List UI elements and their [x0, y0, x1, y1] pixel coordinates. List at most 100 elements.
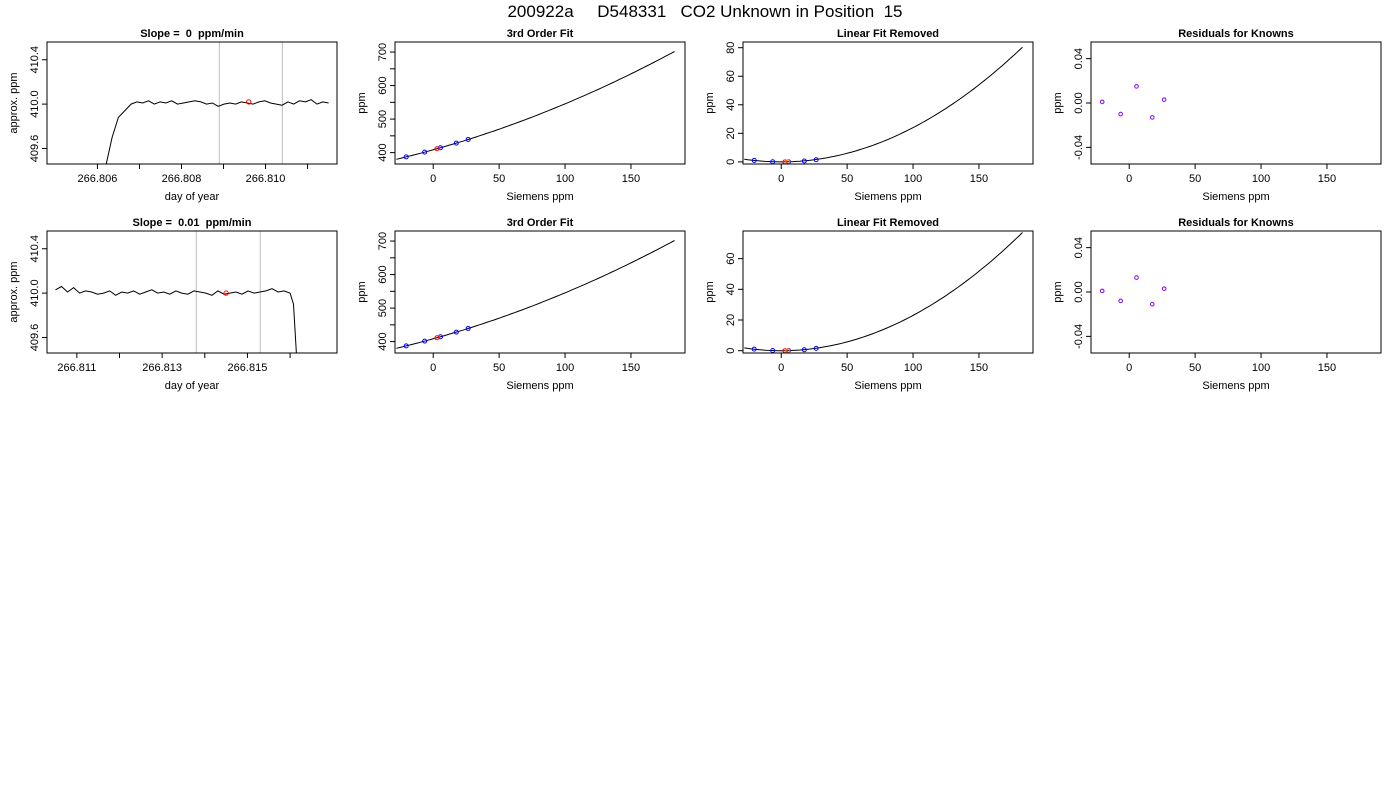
x-tick-label: 0 [430, 362, 436, 374]
plot-area [396, 240, 675, 349]
residual-point [1099, 288, 1105, 294]
x-axis-label: Siemens ppm [506, 191, 573, 203]
x-tick-label: 50 [493, 362, 505, 374]
panel-title: Linear Fit Removed [837, 28, 939, 40]
plot-frame [1090, 230, 1382, 354]
y-axis-label: approx. ppm [8, 261, 20, 322]
x-tick-label: 50 [841, 173, 853, 185]
x-tick-label: 266.815 [228, 362, 268, 374]
x-tick-label: 150 [622, 173, 640, 185]
y-tick-label: 0.00 [1073, 92, 1085, 113]
y-axis-label: ppm [1052, 92, 1064, 113]
known-point [403, 343, 409, 349]
y-tick-label: 410.4 [29, 46, 41, 74]
plot-frame [46, 41, 338, 165]
residual-point [1099, 99, 1105, 105]
known-point [453, 140, 459, 146]
unknown-marker [223, 290, 229, 296]
known-point [751, 346, 757, 352]
panel-title: 3rd Order Fit [507, 28, 574, 40]
residual-point [1118, 298, 1123, 304]
fit-curve [396, 240, 675, 349]
panel-7: Linear Fit Removed 0 50 100 150 0 20 40 60 Siemen… [704, 217, 1034, 392]
panel-title: Slope = 0 ppm/min [140, 28, 244, 40]
y-tick-label: 0.04 [1073, 237, 1085, 258]
x-tick-label: 0 [778, 362, 784, 374]
unknown-point [434, 335, 440, 341]
y-axis-label: ppm [1052, 281, 1064, 302]
y-tick-label: 0 [725, 348, 737, 354]
y-axis-label: approx. ppm [8, 72, 20, 133]
x-axis-label: day of year [165, 380, 220, 392]
x-tick-label: 266.808 [162, 173, 202, 185]
y-tick-label: 0.04 [1073, 48, 1085, 69]
x-axis-label: day of year [165, 191, 220, 203]
y-tick-label: 40 [725, 99, 737, 111]
y-tick-label: 20 [725, 314, 737, 326]
y-tick-label: 500 [377, 299, 389, 317]
y-tick-label: 600 [377, 76, 389, 94]
known-point [801, 158, 807, 164]
residual-point [1134, 275, 1139, 280]
trace-line [105, 99, 329, 164]
panel-title: Residuals for Knowns [1178, 217, 1294, 229]
y-tick-label: 400 [377, 332, 389, 350]
panel-6: 3rd Order Fit 0 50 100 150 400 500 600 700 Siemen… [356, 217, 686, 392]
fit-curve [744, 232, 1023, 352]
panel-title: Linear Fit Removed [837, 217, 939, 229]
known-point [403, 154, 409, 160]
plot-area [744, 232, 1023, 353]
plot-area [105, 42, 329, 164]
x-axis-label: Siemens ppm [1202, 380, 1269, 392]
x-tick-label: 0 [778, 173, 784, 185]
known-point [801, 347, 807, 353]
x-tick-label: 100 [904, 173, 922, 185]
panel-title: Slope = 0.01 ppm/min [133, 217, 252, 229]
panel-5: Slope = 0.01 ppm/min 266.811 266.813 266.81… [8, 217, 338, 392]
fit-curve [744, 46, 1023, 163]
y-tick-label: 500 [377, 110, 389, 128]
panel-8: Residuals for Knowns 0 50 100 150 -0.04 0.00 0.… [1052, 217, 1382, 392]
y-tick-label: 20 [725, 127, 737, 139]
residual-point [1134, 84, 1139, 89]
trace-line [55, 285, 297, 353]
residual-point [1161, 286, 1167, 291]
x-tick-label: 0 [430, 173, 436, 185]
y-tick-label: 409.6 [29, 324, 41, 352]
y-axis-label: ppm [704, 92, 716, 113]
plot-frame [394, 41, 686, 165]
known-point [422, 338, 428, 344]
known-point [813, 345, 819, 351]
x-tick-label: 0 [1126, 362, 1132, 374]
x-tick-label: 100 [556, 173, 574, 185]
x-tick-label: 50 [841, 362, 853, 374]
plot-frame [742, 230, 1034, 354]
plot-area [1099, 275, 1167, 307]
plot-frame [1090, 41, 1382, 165]
x-tick-label: 100 [1252, 173, 1270, 185]
y-tick-label: 0 [725, 159, 737, 165]
plot-frame [742, 41, 1034, 165]
fit-curve [396, 51, 675, 160]
y-axis-label: ppm [704, 281, 716, 302]
y-tick-label: 700 [377, 232, 389, 250]
y-tick-label: 410.0 [29, 90, 41, 118]
plot-frame [394, 230, 686, 354]
x-tick-label: 50 [1189, 173, 1201, 185]
residual-point [1149, 301, 1155, 307]
plot-area [396, 51, 675, 160]
x-tick-label: 150 [970, 173, 988, 185]
unknown-marker [246, 99, 252, 105]
y-tick-label: 60 [725, 70, 737, 82]
x-tick-label: 150 [970, 362, 988, 374]
x-tick-label: 150 [1318, 173, 1336, 185]
x-axis-label: Siemens ppm [1202, 191, 1269, 203]
known-point [751, 157, 757, 163]
x-axis-label: Siemens ppm [506, 380, 573, 392]
plot-area [744, 46, 1023, 164]
panel-title: Residuals for Knowns [1178, 28, 1294, 40]
plot-area [55, 231, 297, 353]
residual-point [1118, 111, 1123, 117]
plot-frame [46, 230, 338, 354]
